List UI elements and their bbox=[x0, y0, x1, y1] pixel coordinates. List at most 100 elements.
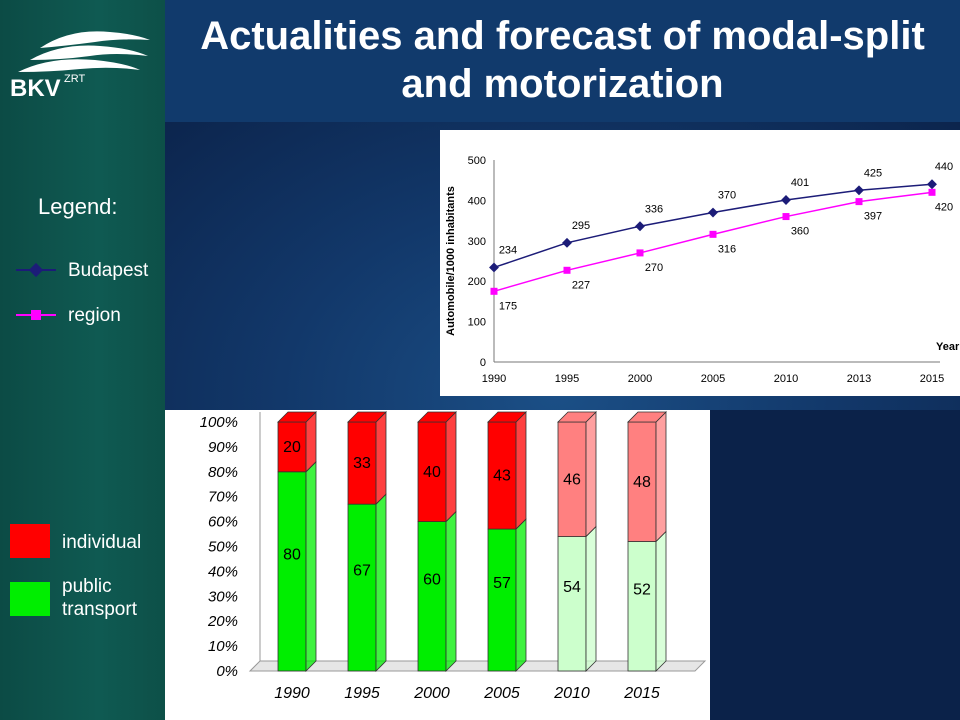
logo-text: BKV bbox=[10, 75, 61, 102]
public-transport-bar-side bbox=[515, 518, 527, 672]
x-tick-label: 1990 bbox=[482, 373, 506, 385]
region-legend-marker bbox=[16, 310, 56, 320]
public-transport-bar-side bbox=[445, 510, 457, 672]
region-data-label: 397 bbox=[864, 211, 882, 223]
x-tick-label: 2005 bbox=[701, 373, 725, 385]
region-data-label: 420 bbox=[935, 201, 953, 213]
x-tick-label: 2010 bbox=[553, 685, 590, 702]
budapest-data-label: 370 bbox=[718, 190, 736, 202]
legend-title: Legend: bbox=[38, 194, 118, 219]
logo-superscript: ZRT bbox=[64, 73, 85, 85]
y-tick-label: 20% bbox=[207, 613, 238, 630]
region-series-line bbox=[493, 191, 933, 293]
individual-data-label: 33 bbox=[353, 455, 371, 472]
region-point bbox=[636, 249, 644, 257]
region-point bbox=[709, 230, 717, 238]
x-tick-label: 1990 bbox=[274, 685, 310, 702]
bkv-logo: BKV ZRT bbox=[10, 31, 150, 102]
y-tick-label: 400 bbox=[468, 195, 486, 207]
individual-bar-side bbox=[515, 411, 527, 531]
x-tick-label: 2015 bbox=[623, 685, 660, 702]
x-tick-label: 2005 bbox=[483, 685, 520, 702]
public-legend-label-line1: public bbox=[62, 576, 112, 597]
y-tick-label: 50% bbox=[208, 539, 238, 556]
individual-bar-side bbox=[445, 411, 457, 523]
motorization-line-chart: 0 100 200 300 400 500 1990 1995 2000 2005 2010 2013… bbox=[445, 155, 960, 385]
region-data-label: 175 bbox=[499, 300, 517, 312]
public-transport-bar bbox=[627, 541, 657, 672]
title-band bbox=[165, 0, 960, 122]
public-transport-bar bbox=[417, 521, 447, 672]
logo-swoosh-2 bbox=[30, 45, 148, 60]
region-point bbox=[782, 213, 790, 221]
individual-data-label: 20 bbox=[283, 439, 301, 456]
individual-bar bbox=[627, 421, 657, 542]
budapest-point bbox=[635, 221, 645, 232]
x-tick-label: 2015 bbox=[920, 373, 944, 385]
individual-bar-top bbox=[277, 411, 317, 423]
region-data-label: 227 bbox=[572, 279, 590, 291]
public-transport-bar-side bbox=[585, 525, 597, 672]
x-axis-title: Year bbox=[936, 341, 960, 353]
motorization-chart-panel: 0 100 200 300 400 500 1990 1995 2000 2005 2010 2013… bbox=[440, 130, 960, 396]
public-transport-bar bbox=[277, 471, 307, 672]
modal-split-chart-panel: 0% 10% 20% 30% 40% 50% 60% 70% 80% 90% 100% 20 80 199… bbox=[165, 410, 710, 720]
y-tick-label: 70% bbox=[208, 489, 238, 506]
individual-bar-top bbox=[487, 411, 527, 423]
region-point bbox=[855, 198, 863, 206]
individual-bar-side bbox=[585, 411, 597, 538]
budapest-legend-label: Budapest bbox=[68, 260, 149, 281]
y-tick-label: 30% bbox=[208, 588, 238, 605]
logo-swoosh-1 bbox=[40, 31, 150, 48]
public-transport-bar-side bbox=[375, 493, 387, 672]
x-tick-label: 2010 bbox=[774, 373, 798, 385]
public-transport-bar bbox=[347, 503, 377, 672]
y-axis-title: Automobile/1000 inhabitants bbox=[445, 186, 457, 336]
individual-data-label: 43 bbox=[493, 468, 511, 485]
individual-bar-top bbox=[347, 411, 387, 423]
individual-bar-top bbox=[417, 411, 457, 423]
region-legend-label: region bbox=[68, 305, 121, 326]
y-tick-label: 200 bbox=[468, 276, 486, 288]
individual-bar-side bbox=[375, 411, 387, 506]
individual-data-label: 40 bbox=[423, 464, 441, 481]
budapest-point bbox=[708, 207, 718, 218]
y-tick-label: 100% bbox=[200, 414, 238, 431]
individual-data-label: 48 bbox=[633, 474, 651, 491]
y-tick-label: 0 bbox=[480, 357, 486, 369]
x-tick-label: 1995 bbox=[555, 373, 579, 385]
individual-legend-label: individual bbox=[62, 532, 142, 553]
x-tick-label: 2013 bbox=[847, 373, 871, 385]
budapest-data-label: 440 bbox=[935, 161, 953, 173]
individual-data-label: 46 bbox=[563, 471, 581, 488]
budapest-data-label: 401 bbox=[791, 177, 809, 189]
y-tick-label: 80% bbox=[208, 464, 238, 481]
region-data-label: 316 bbox=[718, 243, 736, 255]
public-transport-data-label: 54 bbox=[563, 579, 581, 596]
y-tick-label: 0% bbox=[216, 663, 238, 680]
individual-bar-side bbox=[655, 411, 667, 543]
budapest-legend-marker bbox=[16, 262, 56, 278]
public-transport-data-label: 80 bbox=[283, 546, 301, 563]
public-legend-swatch bbox=[10, 582, 50, 616]
individual-bar bbox=[557, 421, 587, 537]
logo-swoosh-3 bbox=[18, 59, 140, 72]
y-tick-label: 300 bbox=[468, 236, 486, 248]
public-transport-bar bbox=[557, 536, 587, 672]
public-transport-data-label: 57 bbox=[493, 575, 511, 592]
y-tick-label: 100 bbox=[468, 317, 486, 329]
y-tick-label: 90% bbox=[208, 439, 238, 456]
y-tick-label: 500 bbox=[468, 155, 486, 167]
region-point bbox=[563, 266, 571, 274]
region-data-label: 360 bbox=[791, 226, 809, 238]
public-transport-data-label: 60 bbox=[423, 571, 441, 588]
individual-bar-top bbox=[557, 411, 597, 423]
region-data-label: 270 bbox=[645, 262, 663, 274]
budapest-point bbox=[854, 185, 864, 196]
dark-filler-panel bbox=[710, 410, 960, 720]
public-transport-data-label: 67 bbox=[353, 563, 371, 580]
individual-bar-top bbox=[627, 411, 667, 423]
region-point bbox=[928, 188, 936, 196]
y-tick-label: 60% bbox=[208, 514, 238, 531]
x-tick-label: 1995 bbox=[344, 685, 380, 702]
